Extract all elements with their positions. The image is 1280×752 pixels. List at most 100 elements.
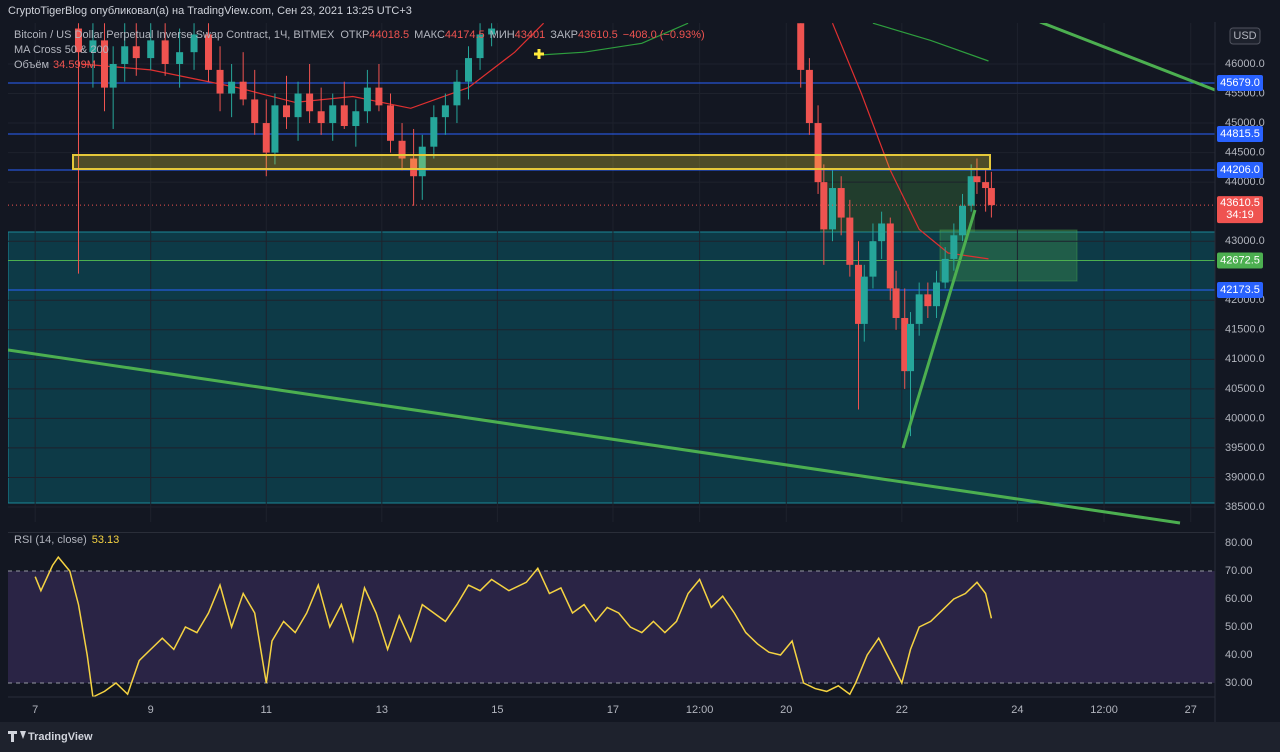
y-tick-label: 39500.0 [1225,442,1265,454]
rsi-tick-label: 70.00 [1225,565,1253,577]
zone [8,231,1215,504]
rsi-pane [8,555,1215,697]
price-label: 44815.5 [1220,128,1260,140]
candle-body [886,223,894,289]
x-tick-label: 7 [32,704,38,716]
candle-body [820,182,828,230]
candle-body [797,23,805,70]
candle-body [924,294,932,307]
y-tick-label: 43000.0 [1225,235,1265,247]
candle-body [950,235,958,259]
candle-body [933,282,941,307]
price-label: 45679.0 [1220,77,1260,89]
price-label-bg [1217,252,1263,269]
candle-body [251,99,259,124]
price-label-bg [1217,161,1263,178]
candle-body [375,87,383,106]
high-label: МАКС [414,29,445,41]
candle-body [869,241,877,277]
rsi-line [34,555,993,697]
candle-body [89,40,97,53]
candle-body [216,69,224,94]
x-tick-label: 27 [1185,704,1197,716]
candle-body [915,294,923,324]
trendline [901,209,977,449]
candle-body [878,223,886,242]
x-tick-label: 24 [1011,704,1023,716]
candle-body [74,28,82,53]
price-label-bg [1217,282,1263,299]
x-tick-label: 13 [376,704,388,716]
candle-body [846,217,854,265]
x-tick-label: 12:00 [686,704,714,716]
price-label-bg [1217,125,1263,142]
logo [8,731,26,742]
moving-average [537,23,989,62]
candle-body [176,52,184,64]
candle-body [386,105,394,141]
low: 43401 [515,29,546,41]
price-label: 42672.5 [1220,254,1260,266]
candle-body [294,93,302,118]
drawings [8,23,1215,525]
price-pane [8,23,1215,522]
rsi-tick-label: 80.00 [1225,537,1253,549]
axes: 46000.045500.045000.044500.044000.043000… [8,22,1265,722]
volume: Объём 34.599M [14,59,96,71]
candle-body [121,46,129,64]
y-tick-label: 41500.0 [1225,324,1265,336]
y-tick-label: 38500.0 [1225,501,1265,513]
cross-icon [534,49,544,59]
candle-body [901,317,909,372]
rsi-tick-label: 40.00 [1225,649,1253,661]
price-label: 42173.5 [1220,284,1260,296]
candle-body [476,34,484,59]
high: 44174.5 [445,29,485,41]
candle-body [982,182,990,189]
candle-body [418,146,426,177]
x-tick-label: 11 [261,704,272,716]
pane-separator [8,532,1215,533]
candle-body [837,188,845,218]
y-tick-label: 41000.0 [1225,353,1265,365]
candle-body [100,40,108,88]
symbol-name: Bitcoin / US Dollar Perpetual Inverse Sw… [14,29,335,41]
open-label: ОТКР [340,29,369,41]
top-bar [0,0,1280,22]
candle-body [973,176,981,183]
x-tick-label: 12:00 [1090,704,1118,716]
open: 44018.5 [369,29,409,41]
trendline [8,348,1181,525]
candle-body [161,40,169,64]
candle-body [340,105,348,127]
trendline [1039,23,1215,92]
brand: TradingView [28,731,93,743]
currency-box[interactable] [1229,27,1261,45]
candle-body [132,46,140,59]
candle-body [814,123,822,183]
y-tick-label: 39000.0 [1225,471,1265,483]
rsi-tick-label: 50.00 [1225,621,1253,633]
candle-body [147,40,155,59]
candle-body [410,158,418,177]
footer [0,722,1280,752]
candle-body [907,323,915,372]
rsi-last: 53.13 [92,534,120,546]
currency: USD [1233,30,1256,42]
current-price-bg [1217,196,1263,224]
candle-body [941,258,949,283]
rsi-band [8,571,1215,684]
close: 43610.5 [578,29,618,41]
x-tick-label: 22 [896,704,908,716]
y-tick-label: 40000.0 [1225,412,1265,424]
candle-body [190,34,198,53]
candle-body [204,34,212,70]
x-tick-label: 17 [607,704,619,716]
price-label-bg [1217,74,1263,91]
candle-body [860,276,868,324]
candle-body [352,111,360,127]
volume-label: Объём [14,59,49,71]
candle-body [363,87,371,112]
highlight-box [72,154,991,170]
